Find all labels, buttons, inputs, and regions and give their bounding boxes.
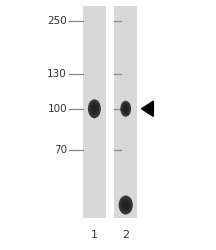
Text: 1: 1	[91, 230, 98, 240]
Ellipse shape	[122, 103, 129, 114]
Text: 100: 100	[47, 104, 67, 114]
Text: 70: 70	[54, 145, 67, 155]
Ellipse shape	[124, 106, 128, 112]
Ellipse shape	[119, 196, 133, 214]
Text: 250: 250	[47, 16, 67, 26]
Ellipse shape	[121, 198, 131, 212]
Ellipse shape	[123, 201, 129, 209]
Ellipse shape	[90, 102, 99, 116]
Text: 2: 2	[122, 230, 129, 240]
Text: 130: 130	[47, 69, 67, 79]
Ellipse shape	[88, 99, 101, 118]
Bar	[83, 6, 106, 218]
Polygon shape	[141, 101, 153, 116]
Ellipse shape	[120, 101, 131, 117]
Ellipse shape	[92, 105, 97, 112]
Bar	[114, 6, 137, 218]
